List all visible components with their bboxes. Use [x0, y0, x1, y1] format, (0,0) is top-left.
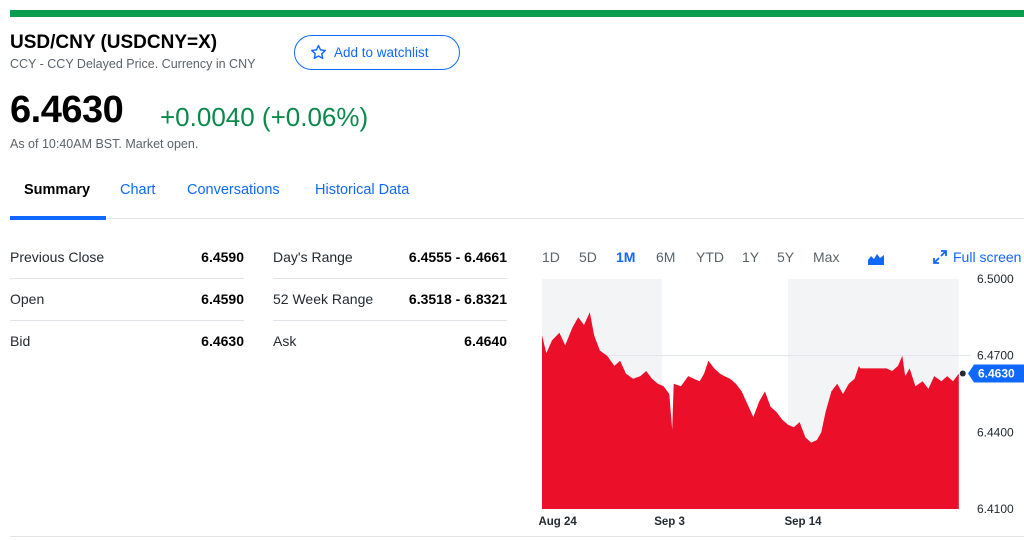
- market-status: As of 10:40AM BST. Market open.: [10, 137, 199, 151]
- stat-open: Open 6.4590: [10, 278, 244, 321]
- tab-historical-data[interactable]: Historical Data: [315, 182, 410, 198]
- stat-bid: Bid 6.4630: [10, 320, 244, 362]
- expand-arrows-icon: [933, 250, 947, 264]
- stat-label: Ask: [273, 333, 297, 349]
- stat-label: 52 Week Range: [273, 291, 374, 307]
- stat-label: Day's Range: [273, 249, 353, 265]
- stat-value: 6.4590: [201, 249, 244, 265]
- quote-tabs: Summary Chart Conversations Historical D…: [10, 168, 1024, 220]
- range-1m[interactable]: 1M: [616, 249, 636, 265]
- stat-value: 6.3518 - 6.8321: [408, 291, 507, 307]
- range-5d[interactable]: 5D: [579, 249, 597, 265]
- stat-label: Previous Close: [10, 249, 105, 265]
- price-area: [542, 312, 959, 509]
- quote-title: USD/CNY (USDCNY=X): [10, 32, 218, 53]
- full-screen-button[interactable]: Full screen: [933, 249, 1021, 265]
- add-to-watchlist-button[interactable]: Add to watchlist: [294, 35, 460, 70]
- tab-summary[interactable]: Summary: [24, 182, 91, 198]
- range-ytd[interactable]: YTD: [696, 249, 724, 265]
- stat-previous-close: Previous Close 6.4590: [10, 236, 244, 279]
- current-price-flag: [968, 364, 1024, 383]
- tab-chart[interactable]: Chart: [120, 182, 156, 198]
- stat-label: Open: [10, 291, 45, 307]
- current-price: 6.4630: [10, 89, 124, 131]
- current-price-label: 6.4630: [978, 367, 1015, 381]
- y-tick-label: 6.4700: [977, 349, 1014, 363]
- watchlist-label: Add to watchlist: [334, 45, 429, 60]
- bottom-divider: [10, 536, 1024, 537]
- stat-days-range: Day's Range 6.4555 - 6.4661: [273, 236, 507, 279]
- stat-value: 6.4630: [201, 333, 244, 349]
- range-1d[interactable]: 1D: [542, 249, 560, 265]
- stat-ask: Ask 6.4640: [273, 320, 507, 362]
- y-tick-label: 6.4400: [977, 425, 1014, 439]
- range-max[interactable]: Max: [813, 249, 840, 265]
- y-tick-label: 6.5000: [977, 272, 1014, 286]
- stat-52-week-range: 52 Week Range 6.3518 - 6.8321: [273, 278, 507, 321]
- stat-value: 6.4640: [464, 333, 507, 349]
- range-6m[interactable]: 6M: [656, 249, 676, 265]
- range-5y[interactable]: 5Y: [777, 249, 795, 265]
- tab-conversations[interactable]: Conversations: [187, 182, 280, 198]
- star-icon: [310, 44, 327, 60]
- x-tick-label: Aug 24: [538, 516, 577, 528]
- y-tick-label: 6.4100: [977, 502, 1014, 516]
- current-price-dot: [959, 370, 966, 377]
- price-change: +0.0040 (+0.06%): [160, 102, 369, 132]
- quote-subtitle: CCY - CCY Delayed Price. Currency in CNY: [10, 57, 256, 71]
- tabs-divider: [106, 218, 1024, 219]
- x-tick-label: Sep 3: [654, 516, 685, 528]
- active-tab-indicator: [10, 216, 106, 220]
- top-accent-bar: [10, 10, 1024, 17]
- mountain-chart-icon[interactable]: [868, 251, 884, 268]
- full-screen-label: Full screen: [953, 249, 1022, 265]
- stat-label: Bid: [10, 333, 31, 349]
- range-1y[interactable]: 1Y: [742, 249, 760, 265]
- stat-value: 6.4590: [201, 291, 244, 307]
- x-tick-label: Sep 14: [784, 516, 822, 528]
- stat-value: 6.4555 - 6.4661: [408, 249, 507, 265]
